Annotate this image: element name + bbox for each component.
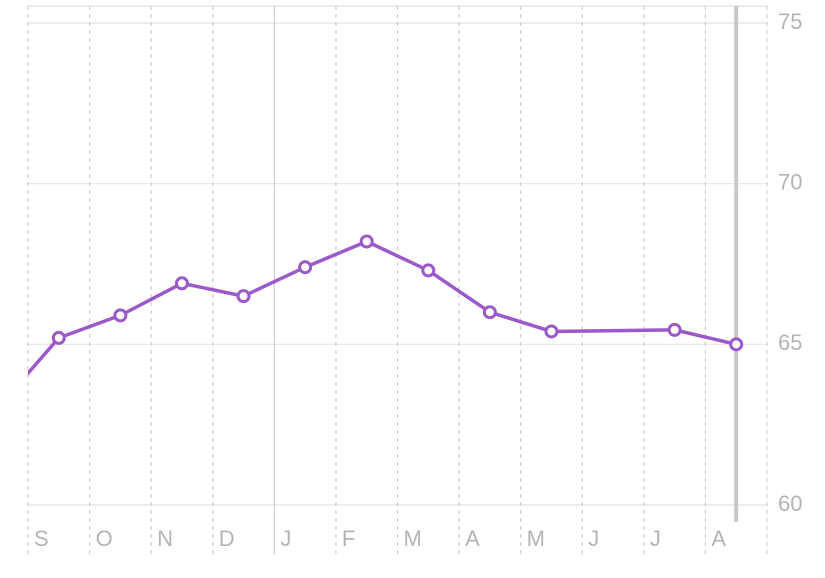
data-point xyxy=(51,330,66,345)
data-line xyxy=(28,239,737,376)
data-point xyxy=(174,276,189,291)
x-tick-label: N xyxy=(157,526,173,551)
x-tick-label: M xyxy=(527,526,545,551)
data-point xyxy=(667,322,682,337)
data-point xyxy=(421,263,436,278)
y-tick-label: 70 xyxy=(778,169,802,194)
data-point xyxy=(113,308,128,323)
x-tick-label: O xyxy=(96,526,113,551)
x-tick-label: D xyxy=(219,526,235,551)
x-tick-label: F xyxy=(342,526,355,551)
x-tick-label: A xyxy=(711,526,726,551)
x-tick-label: S xyxy=(34,526,49,551)
x-tick-label: A xyxy=(465,526,480,551)
x-tick-label: M xyxy=(404,526,422,551)
y-tick-label: 65 xyxy=(778,330,802,355)
plot-area xyxy=(0,234,744,414)
data-point xyxy=(298,260,313,275)
y-tick-label: 60 xyxy=(778,491,802,516)
data-point xyxy=(359,234,374,249)
x-tick-label: J xyxy=(280,526,291,551)
x-tick-label: J xyxy=(650,526,661,551)
data-point xyxy=(729,337,744,352)
data-point xyxy=(0,403,3,414)
data-point xyxy=(236,289,251,304)
data-point xyxy=(482,305,497,320)
data-point xyxy=(544,324,559,339)
x-tick-label: J xyxy=(588,526,599,551)
y-tick-label: 75 xyxy=(778,9,802,34)
